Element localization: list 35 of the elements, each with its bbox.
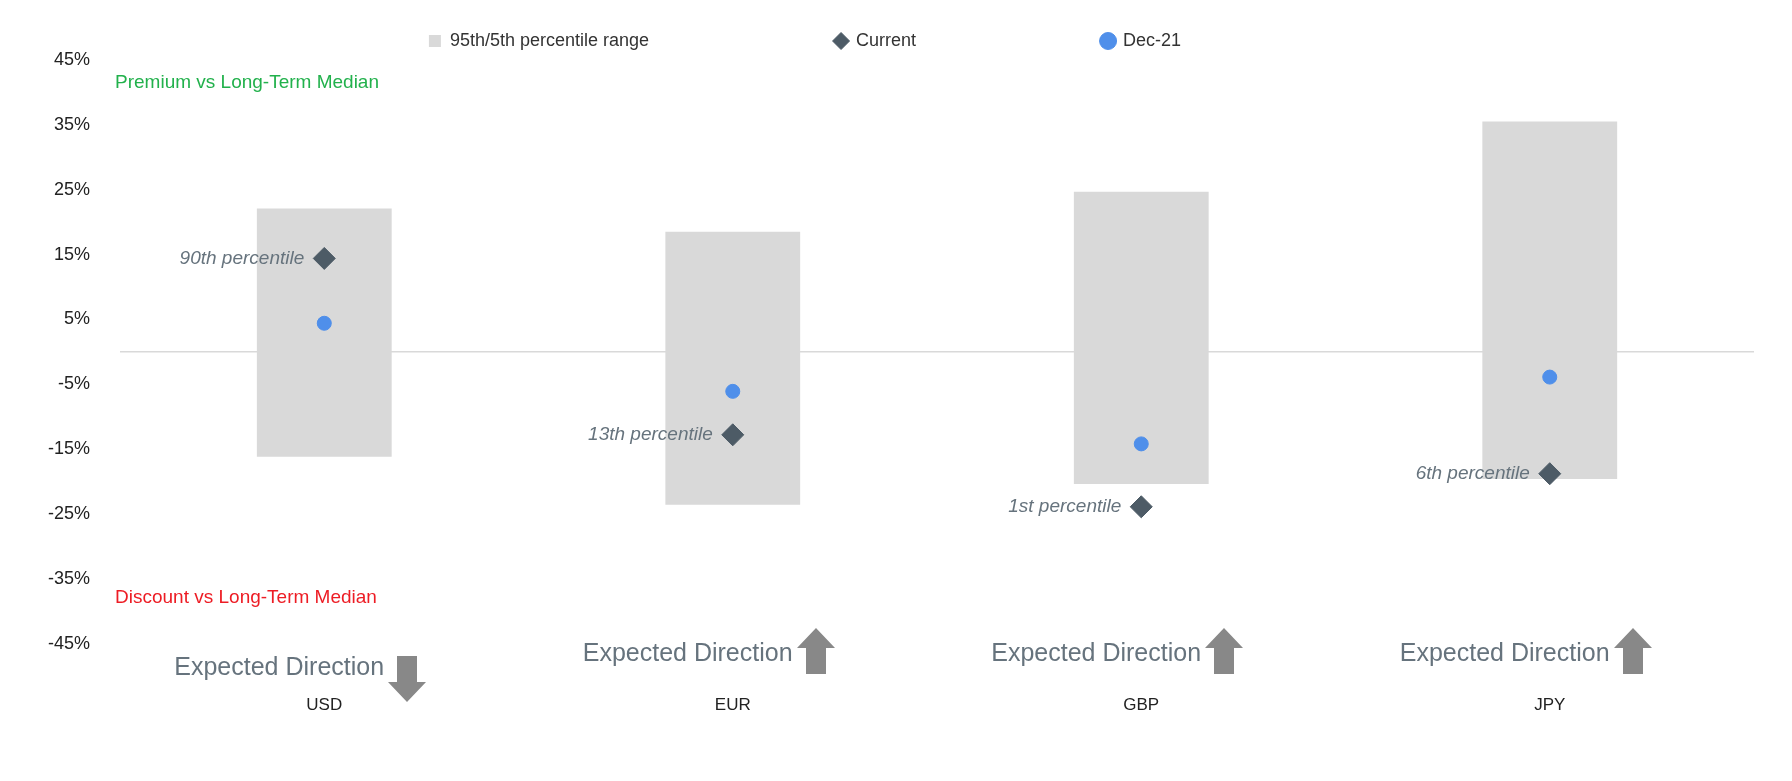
point (725, 383, 741, 399)
legend-label: Current (856, 29, 1079, 50)
y-tick-label: 15% (53, 243, 91, 264)
point (316, 315, 332, 331)
annotation: Expected Direction (991, 638, 1202, 668)
legend-label: 95th/5th percentile range (449, 29, 812, 50)
y-tick-label: 25% (53, 178, 91, 199)
point (721, 423, 745, 447)
y-tick-label: -45% (47, 632, 91, 653)
y-tick-label: -35% (47, 567, 91, 588)
y-tick-label: -5% (58, 373, 91, 394)
x-tick-label: USD (306, 695, 343, 715)
point (1542, 369, 1558, 385)
annotation: 13th percentile (588, 423, 713, 445)
annotation: Premium vs Long-Term Median (115, 70, 379, 92)
y-tick-label: 5% (64, 308, 91, 329)
annotation: Expected Direction (1399, 638, 1610, 668)
point (1129, 495, 1153, 519)
text: Expected Direction (174, 652, 385, 682)
annotation: 90th percentile (179, 246, 305, 268)
y-tick-label: 45% (53, 48, 91, 69)
point (1538, 462, 1562, 486)
y-tick-label: -25% (47, 502, 91, 523)
annotation: 1st percentile (1008, 495, 1122, 517)
y-tick-label: 35% (53, 113, 91, 134)
annotation: 6th percentile (1415, 461, 1530, 483)
point (312, 246, 336, 270)
y-tick-label: -15% (47, 438, 91, 459)
legend-label: Dec-21 (1123, 29, 1344, 50)
x-tick-label: JPY (1534, 695, 1566, 715)
x-tick-label: GBP (1123, 695, 1160, 715)
point (1133, 436, 1149, 452)
x-tick-label: EUR (714, 695, 751, 715)
annotation: Discount vs Long-Term Median (115, 586, 377, 608)
annotation: Expected Direction (582, 638, 793, 668)
